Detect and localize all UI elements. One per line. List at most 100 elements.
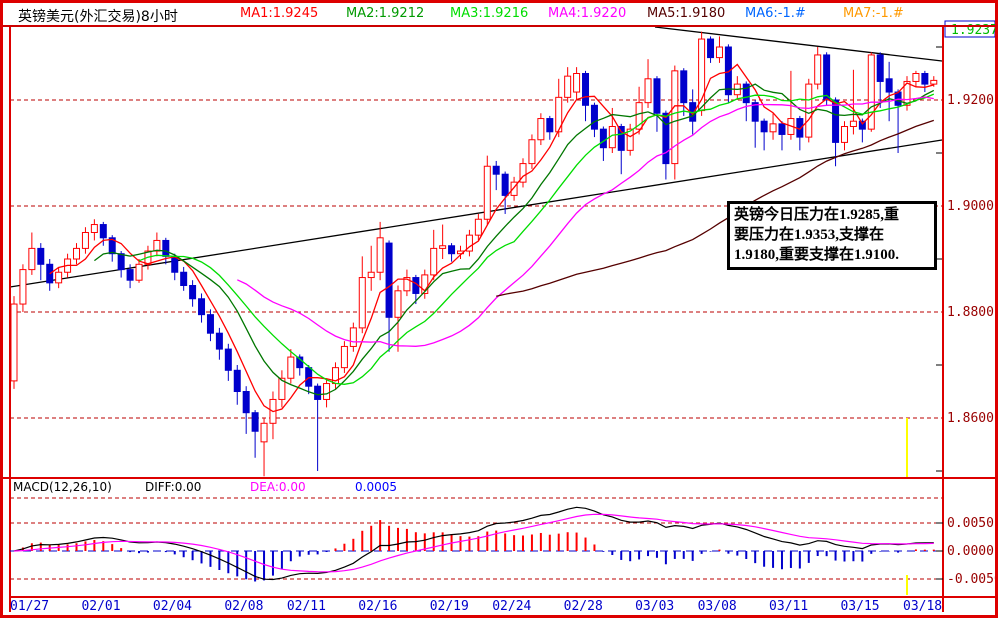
candle-body-up <box>769 123 777 133</box>
candle-body-down <box>448 245 456 255</box>
candle-body-up <box>287 356 295 379</box>
candle-body-up <box>260 422 268 443</box>
candle-body-up <box>528 139 536 165</box>
candle-body-down <box>305 367 313 387</box>
candle-body-up <box>340 345 348 369</box>
candle-body-up <box>483 165 491 220</box>
ma-line-1 <box>49 63 934 413</box>
candle-body-down <box>180 271 188 286</box>
candle-body-down <box>653 78 661 114</box>
candle-body-up <box>394 290 402 318</box>
annotation-line: 英镑今日压力在1.9285,重 <box>734 207 900 223</box>
macd-params-label: MACD(12,26,10) <box>13 480 112 494</box>
candle-body-down <box>37 247 45 265</box>
candle-body-up <box>510 181 518 196</box>
candle-body-up <box>90 224 98 234</box>
candle-body-down <box>314 385 322 400</box>
candle-body-up <box>903 80 911 106</box>
candle-body-up <box>19 269 27 305</box>
date-label: 03/03 <box>635 599 674 614</box>
macd-axis-label: 0.0000 <box>947 544 994 559</box>
date-label: 02/08 <box>224 599 263 614</box>
candle-body-down <box>242 391 250 414</box>
candle-body-down <box>108 237 116 255</box>
candle-body-up <box>73 247 81 260</box>
macd-diff-line <box>13 506 934 581</box>
price-axis-label: 1.8600 <box>947 411 994 426</box>
candle-body-down <box>99 224 107 239</box>
ma5-value: MA5:1.9180 <box>647 6 726 21</box>
candle-body-down <box>224 348 232 371</box>
chart-header: 英镑美元(外汇交易)8小时 MA1:1.9245 MA2:1.9212 MA3:… <box>3 3 938 25</box>
ma1-value: MA1:1.9245 <box>240 6 319 21</box>
candle-body-down <box>501 173 509 196</box>
candle-body-up <box>564 75 572 98</box>
candle-body-down <box>876 54 884 82</box>
candle-body-up <box>323 383 331 400</box>
candle-body-down <box>724 46 732 96</box>
candle-body-down <box>760 120 768 133</box>
candle-body-up <box>867 54 875 130</box>
ma7-value: MA7:-1.# <box>843 6 904 21</box>
candle-body-up <box>358 277 366 329</box>
date-label: 03/18 <box>903 599 942 614</box>
candle-body-down <box>492 165 500 175</box>
date-label: 03/08 <box>698 599 737 614</box>
candle-body-up <box>474 218 482 236</box>
date-label: 02/16 <box>358 599 397 614</box>
date-label: 03/11 <box>769 599 808 614</box>
ma4-value: MA4:1.9220 <box>548 6 627 21</box>
date-label: 01/27 <box>10 599 49 614</box>
date-label: 02/11 <box>287 599 326 614</box>
chart-title: 英镑美元(外汇交易)8小时 <box>18 9 178 25</box>
candle-body-up <box>519 163 527 183</box>
candle-body-down <box>832 99 840 143</box>
macd-dea-value: DEA:0.00 <box>250 480 306 494</box>
price-axis-label: 1.9200 <box>947 93 994 108</box>
candle-body-up <box>430 247 438 276</box>
candle-body-up <box>573 73 581 93</box>
candle-body-up <box>403 277 411 292</box>
macd-panel[interactable]: 0.0050 0.0000 -0.0050 <box>10 506 998 595</box>
candle-body-up <box>814 54 822 85</box>
candle-body-up <box>930 79 938 85</box>
ma-line-4 <box>237 96 934 347</box>
candle-body-up <box>55 271 63 284</box>
macd-dea-line <box>13 513 934 573</box>
candle-body-down <box>233 369 241 392</box>
candle-body-down <box>385 242 393 318</box>
candle-body-up <box>626 128 634 151</box>
candle-body-down <box>546 118 554 133</box>
ma6-value: MA6:-1.# <box>745 6 806 21</box>
candle-body-down <box>590 104 598 130</box>
candle-body-down <box>189 285 197 300</box>
candle-body-up <box>840 126 848 143</box>
candle-body-up <box>635 102 643 130</box>
candle-body-down <box>823 54 831 101</box>
candle-body-down <box>778 123 786 135</box>
candle-body-down <box>171 255 179 273</box>
candle-body-up <box>278 377 286 400</box>
trendline <box>654 26 943 62</box>
candle-body-down <box>215 332 223 350</box>
candle-body-up <box>376 237 384 273</box>
ma-line-5 <box>496 119 935 297</box>
candle-body-up <box>465 234 473 252</box>
candle-body-up <box>28 247 36 271</box>
candle-body-down <box>617 126 625 151</box>
candle-body-up <box>912 73 920 82</box>
candle-body-up <box>849 120 857 127</box>
candle-body-down <box>662 112 670 165</box>
ma3-value: MA3:1.9216 <box>450 6 529 21</box>
candle-body-up <box>10 303 18 382</box>
candle-body-down <box>251 412 259 432</box>
candle-body-up <box>644 78 652 104</box>
candle-body-down <box>162 239 170 257</box>
date-label: 02/24 <box>492 599 531 614</box>
annotation-line: 1.9180,重要支撑在1.9100. <box>734 247 900 263</box>
macd-bar-value: 0.0005 <box>355 480 397 494</box>
candle-body-down <box>582 73 590 106</box>
